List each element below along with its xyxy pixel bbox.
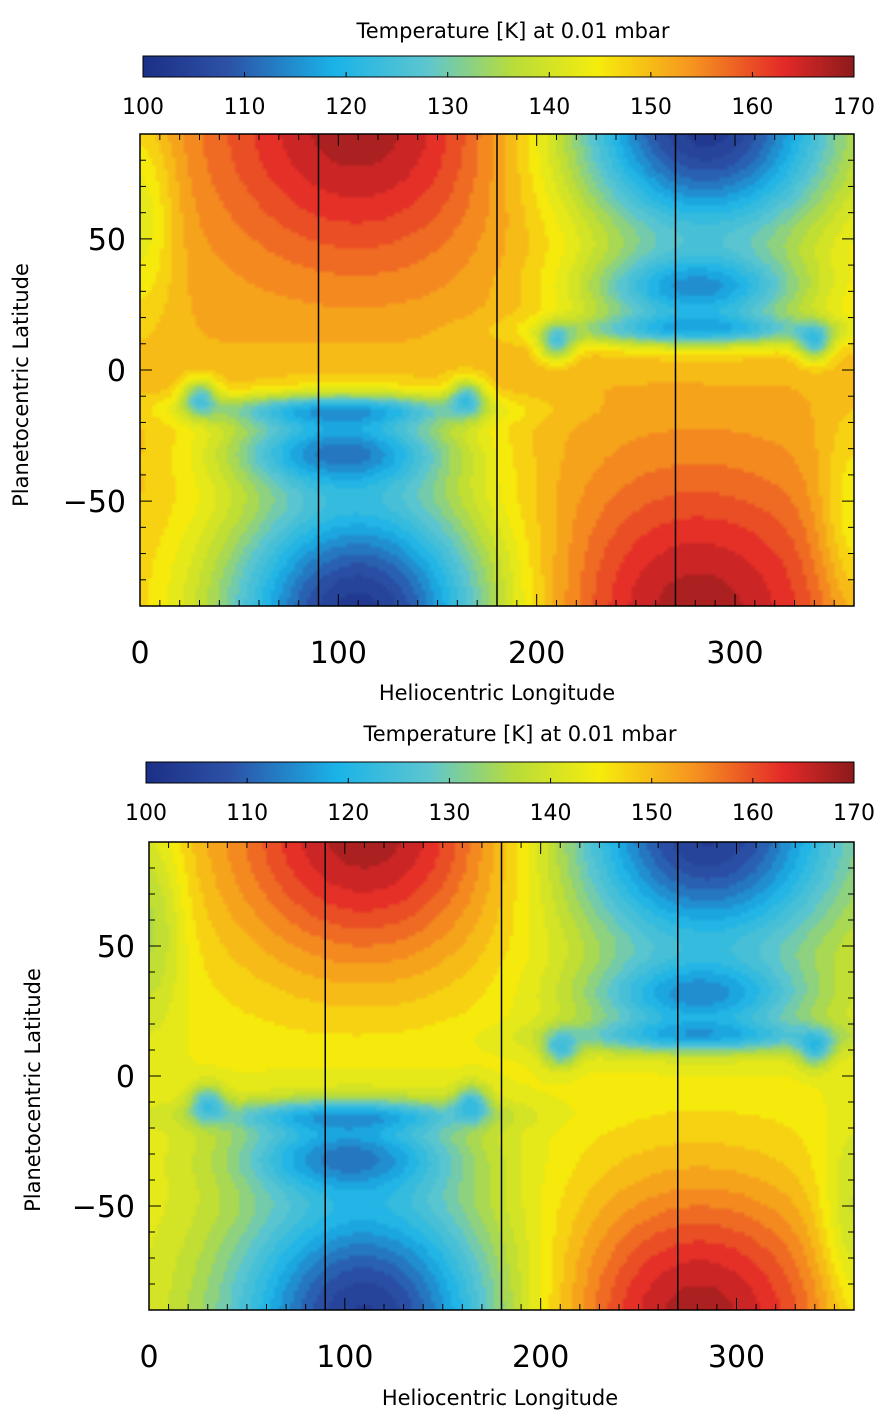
colorbar-tick-label: 100 bbox=[122, 95, 164, 120]
y-tick-label: −50 bbox=[63, 485, 126, 520]
colorbar-tick-label: 120 bbox=[325, 95, 367, 120]
colorbar-tick-label: 110 bbox=[226, 801, 268, 826]
panel-1: Temperature [K] at 0.01 mbar 100 110 120 13… bbox=[9, 19, 875, 705]
colorbar-tick-label: 150 bbox=[630, 95, 672, 120]
panel-2-title: Temperature [K] at 0.01 mbar bbox=[362, 722, 676, 746]
colorbar-tick-label: 170 bbox=[833, 95, 875, 120]
colorbar-tick-label: 170 bbox=[833, 801, 875, 826]
x-tick-label: 0 bbox=[139, 1340, 158, 1375]
panel-2: Temperature [K] at 0.01 mbar 100 110 120 13… bbox=[21, 722, 875, 1410]
x-tick-label: 0 bbox=[130, 636, 149, 671]
colorbar-tick-label: 110 bbox=[224, 95, 266, 120]
colorbar-tick-label: 130 bbox=[427, 95, 469, 120]
panel-1-y-axis-label: Planetocentric Latitude bbox=[9, 263, 33, 507]
x-tick-label: 300 bbox=[708, 1340, 765, 1375]
y-tick-label: 50 bbox=[88, 223, 126, 258]
x-tick-label: 200 bbox=[508, 636, 565, 671]
y-tick-label: 50 bbox=[97, 930, 135, 965]
panel-1-x-axis-label: Heliocentric Longitude bbox=[379, 681, 615, 705]
colorbar-tick-label: 120 bbox=[327, 801, 369, 826]
colorbar-tick-label: 140 bbox=[530, 801, 572, 826]
colorbar-tick-label: 160 bbox=[731, 95, 773, 120]
panel-1-title: Temperature [K] at 0.01 mbar bbox=[355, 19, 669, 43]
colorbar-tick-label: 160 bbox=[732, 801, 774, 826]
colorbar-tick-label: 140 bbox=[528, 95, 570, 120]
y-tick-label: −50 bbox=[72, 1190, 135, 1225]
x-tick-label: 100 bbox=[310, 636, 367, 671]
panel-1-colorbar bbox=[142, 55, 855, 78]
colorbar-tick-label: 100 bbox=[125, 801, 167, 826]
x-tick-label: 200 bbox=[512, 1340, 569, 1375]
panel-2-x-axis-label: Heliocentric Longitude bbox=[382, 1386, 618, 1410]
y-tick-label: 0 bbox=[107, 354, 126, 389]
x-tick-label: 100 bbox=[316, 1340, 373, 1375]
panel-2-colorbar bbox=[145, 761, 855, 784]
x-tick-label: 300 bbox=[706, 636, 763, 671]
colorbar-tick-label: 130 bbox=[428, 801, 470, 826]
panel-2-y-axis-label: Planetocentric Latitude bbox=[21, 968, 45, 1212]
y-tick-label: 0 bbox=[116, 1060, 135, 1095]
colorbar-tick-label: 150 bbox=[631, 801, 673, 826]
